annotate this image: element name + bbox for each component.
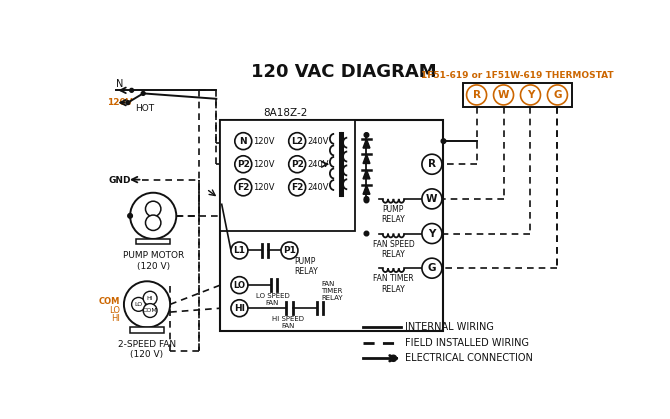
Text: INTERNAL WIRING: INTERNAL WIRING	[405, 323, 494, 333]
Text: 240V: 240V	[307, 160, 329, 169]
Text: 120V: 120V	[253, 137, 275, 146]
Circle shape	[124, 281, 170, 328]
FancyBboxPatch shape	[220, 119, 444, 331]
Circle shape	[130, 88, 133, 92]
Circle shape	[131, 297, 145, 311]
Text: LO: LO	[135, 302, 143, 307]
Text: HI: HI	[111, 314, 120, 323]
Text: LO: LO	[109, 306, 120, 315]
Text: R: R	[472, 90, 480, 100]
Text: HI: HI	[234, 304, 245, 313]
Circle shape	[494, 85, 513, 105]
Text: N: N	[116, 79, 123, 89]
Circle shape	[231, 242, 248, 259]
Circle shape	[466, 85, 486, 105]
Text: 8A18Z-2: 8A18Z-2	[263, 108, 308, 118]
Text: PUMP
RELAY: PUMP RELAY	[294, 257, 318, 276]
Polygon shape	[363, 139, 370, 148]
Text: P2: P2	[291, 160, 304, 169]
Circle shape	[422, 258, 442, 278]
Text: HI SPEED
FAN: HI SPEED FAN	[272, 316, 304, 329]
Text: 120V: 120V	[253, 183, 275, 192]
Text: GND: GND	[109, 176, 131, 185]
Circle shape	[422, 154, 442, 174]
Circle shape	[364, 231, 368, 236]
Text: COM: COM	[143, 308, 157, 313]
Circle shape	[289, 156, 306, 173]
Circle shape	[289, 179, 306, 196]
Circle shape	[234, 156, 252, 173]
Circle shape	[130, 193, 176, 239]
Text: HI: HI	[147, 296, 153, 301]
Text: Y: Y	[428, 228, 436, 238]
Text: FIELD INSTALLED WIRING: FIELD INSTALLED WIRING	[405, 338, 529, 348]
Circle shape	[364, 197, 368, 201]
Circle shape	[143, 304, 157, 318]
Text: 120 VAC DIAGRAM: 120 VAC DIAGRAM	[251, 62, 436, 80]
Text: P1: P1	[283, 246, 296, 255]
Text: 240V: 240V	[307, 183, 329, 192]
Circle shape	[422, 189, 442, 209]
Text: G: G	[553, 90, 561, 100]
Text: 1F51-619 or 1F51W-619 THERMOSTAT: 1F51-619 or 1F51W-619 THERMOSTAT	[421, 71, 614, 80]
FancyBboxPatch shape	[220, 119, 355, 231]
Circle shape	[547, 85, 567, 105]
Text: FAN
TIMER
RELAY: FAN TIMER RELAY	[321, 281, 342, 301]
Text: LO SPEED
FAN: LO SPEED FAN	[256, 293, 289, 306]
Text: R: R	[428, 159, 436, 169]
Text: COM: COM	[98, 297, 120, 306]
Circle shape	[441, 139, 446, 143]
Circle shape	[145, 215, 161, 230]
Polygon shape	[363, 170, 370, 179]
Text: 120V: 120V	[107, 98, 133, 107]
Text: P2: P2	[237, 160, 250, 169]
Text: LO: LO	[233, 281, 245, 290]
Text: 240V: 240V	[307, 137, 329, 146]
Text: FAN TIMER
RELAY: FAN TIMER RELAY	[373, 274, 414, 294]
Circle shape	[422, 223, 442, 243]
Text: L1: L1	[233, 246, 245, 255]
Text: F2: F2	[237, 183, 249, 192]
Circle shape	[231, 277, 248, 294]
Text: 2-SPEED FAN
(120 V): 2-SPEED FAN (120 V)	[118, 340, 176, 359]
Circle shape	[128, 214, 133, 218]
Circle shape	[289, 133, 306, 150]
Text: HOT: HOT	[135, 104, 155, 113]
Polygon shape	[363, 185, 370, 194]
Circle shape	[126, 101, 130, 105]
Circle shape	[234, 179, 252, 196]
FancyBboxPatch shape	[136, 239, 170, 244]
Text: G: G	[427, 263, 436, 273]
Text: ELECTRICAL CONNECTION: ELECTRICAL CONNECTION	[405, 353, 533, 363]
Text: N: N	[239, 137, 247, 146]
Text: Y: Y	[527, 90, 534, 100]
FancyBboxPatch shape	[463, 83, 572, 107]
Circle shape	[364, 133, 368, 137]
Circle shape	[231, 300, 248, 317]
Circle shape	[391, 355, 397, 361]
Circle shape	[145, 201, 161, 217]
FancyBboxPatch shape	[130, 328, 164, 333]
Text: F2: F2	[291, 183, 304, 192]
Text: L2: L2	[291, 137, 303, 146]
Circle shape	[521, 85, 541, 105]
Text: PUMP MOTOR
(120 V): PUMP MOTOR (120 V)	[123, 251, 184, 271]
Text: FAN SPEED
RELAY: FAN SPEED RELAY	[373, 240, 414, 259]
Text: W: W	[426, 194, 438, 204]
Text: PUMP
RELAY: PUMP RELAY	[381, 205, 405, 225]
Circle shape	[364, 198, 368, 203]
Circle shape	[141, 91, 145, 96]
Text: 120V: 120V	[253, 160, 275, 169]
Text: W: W	[498, 90, 509, 100]
Circle shape	[143, 291, 157, 305]
Circle shape	[234, 133, 252, 150]
Circle shape	[281, 242, 298, 259]
Polygon shape	[363, 154, 370, 163]
